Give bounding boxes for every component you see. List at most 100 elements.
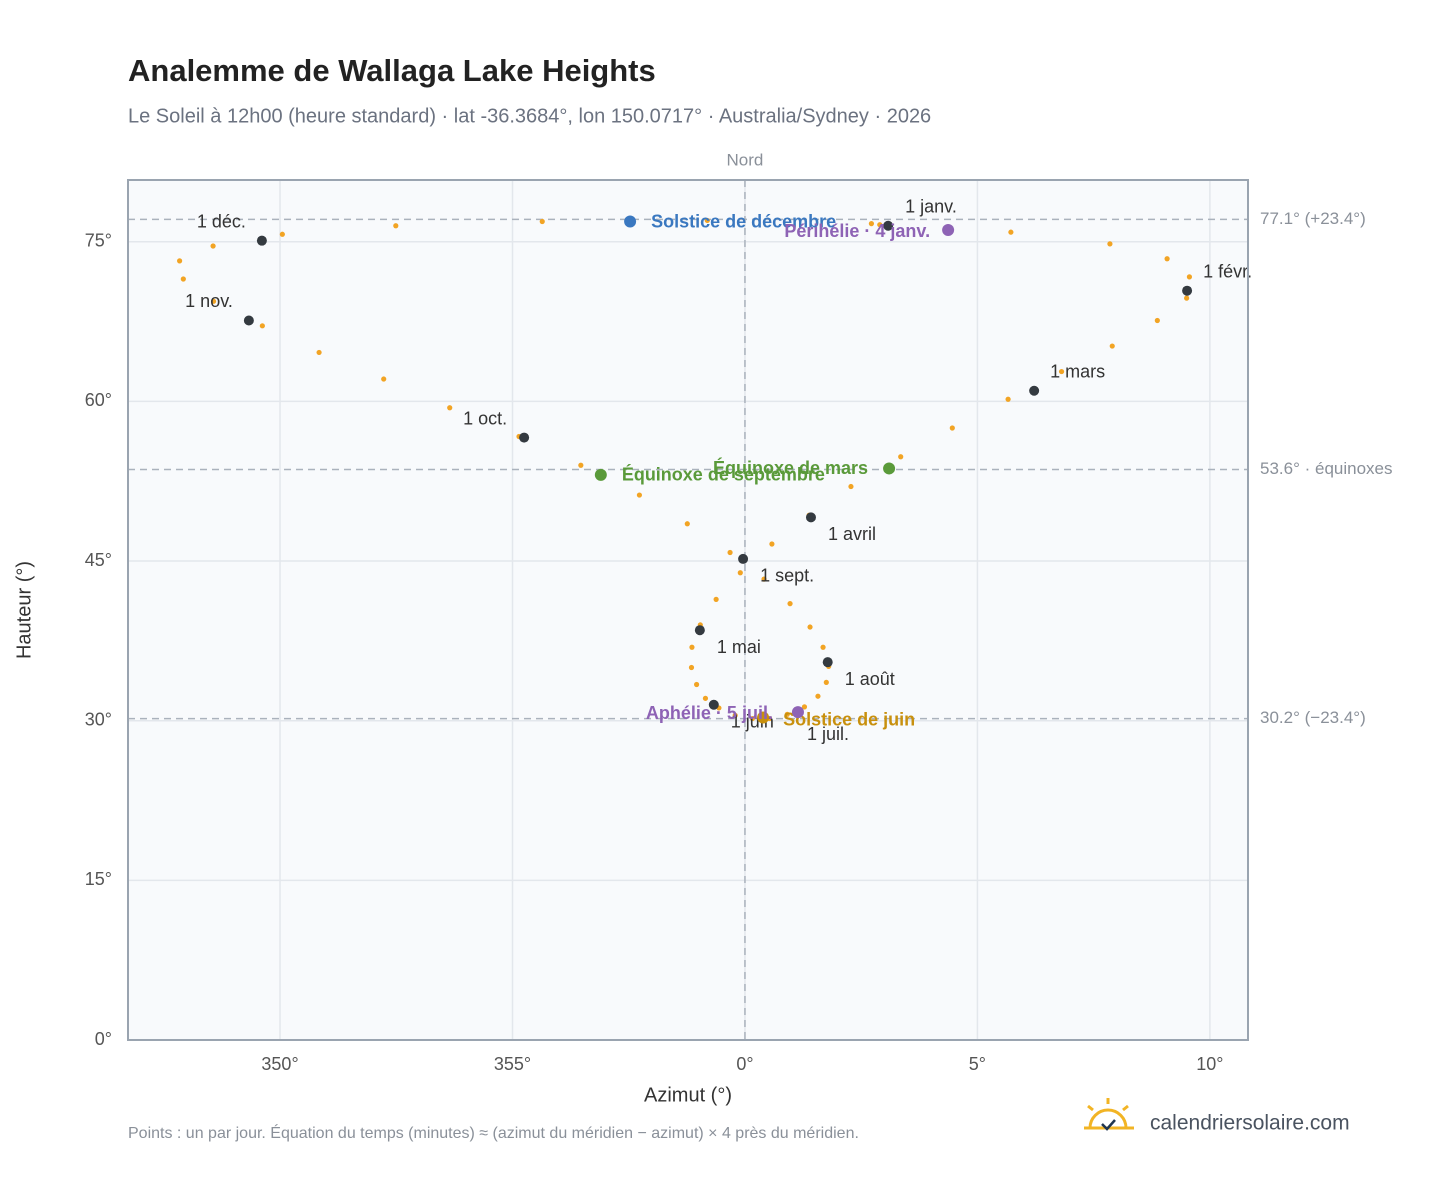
event-marker xyxy=(883,462,896,475)
meridian-label: Nord xyxy=(727,150,764,169)
plot-frame xyxy=(127,179,1249,1041)
daily-point xyxy=(868,221,875,227)
month-marker xyxy=(694,625,705,636)
y-axis-label: Hauteur (°) xyxy=(13,561,35,659)
event-marker xyxy=(757,711,770,724)
month-label: 1 mars xyxy=(1050,361,1105,381)
x-tick-label: 5° xyxy=(969,1054,986,1074)
chart-subtitle: Le Soleil à 12h00 (heure standard) · lat… xyxy=(128,105,931,127)
event-label: Solstice de décembre xyxy=(651,211,836,231)
x-tick-label: 355° xyxy=(494,1054,531,1074)
daily-point xyxy=(684,521,690,527)
daily-point xyxy=(949,425,955,431)
brand-logo xyxy=(1084,1098,1134,1131)
event-label: Périhélie · 4 janv. xyxy=(784,221,930,241)
month-marker xyxy=(519,432,530,443)
daily-point xyxy=(689,644,695,650)
daily-point xyxy=(539,218,545,225)
month-label: 1 déc. xyxy=(197,211,246,231)
daily-point xyxy=(801,704,808,710)
daily-point xyxy=(578,462,584,468)
daily-point xyxy=(713,596,719,602)
daily-point xyxy=(1107,241,1113,247)
daily-point xyxy=(1109,343,1115,349)
daily-point xyxy=(1164,256,1170,262)
x-tick-label: 10° xyxy=(1196,1054,1223,1074)
month-label: 1 juil. xyxy=(807,724,849,744)
event-label: Équinoxe de septembre xyxy=(622,464,825,485)
month-marker xyxy=(738,553,749,564)
daily-point xyxy=(807,624,813,630)
daily-point xyxy=(848,483,854,490)
daily-point xyxy=(820,644,826,650)
reference-label: 30.2° (−23.4°) xyxy=(1260,708,1366,727)
footnote: Points : un par jour. Équation du temps … xyxy=(128,1123,859,1142)
daily-point xyxy=(823,679,829,685)
daily-point xyxy=(898,454,904,460)
daily-point xyxy=(279,231,285,237)
daily-point xyxy=(177,258,183,264)
daily-point xyxy=(784,711,790,717)
event-label: Équinoxe de mars xyxy=(713,457,868,478)
y-tick-label: 45° xyxy=(85,550,112,570)
y-tick-label: 0° xyxy=(95,1029,112,1049)
daily-point xyxy=(769,541,775,547)
event-marker xyxy=(594,468,607,481)
month-marker xyxy=(1029,385,1040,396)
daily-point xyxy=(737,570,743,576)
month-label: 1 févr. xyxy=(1203,261,1252,281)
event-marker xyxy=(624,215,637,228)
daily-point xyxy=(694,681,700,688)
daily-point xyxy=(393,223,399,229)
reference-label: 53.6° · équinoxes xyxy=(1260,459,1393,478)
daily-point xyxy=(815,693,821,699)
month-marker xyxy=(708,699,719,710)
month-marker xyxy=(1182,285,1193,296)
daily-point xyxy=(259,323,265,329)
event-marker xyxy=(791,706,804,719)
month-label: 1 janv. xyxy=(905,197,957,217)
daily-point xyxy=(877,222,883,228)
daily-point xyxy=(180,276,186,282)
x-tick-label: 0° xyxy=(736,1054,753,1074)
daily-point xyxy=(316,349,322,356)
event-label: Aphélie · 5 juil. xyxy=(646,703,773,723)
month-marker xyxy=(883,220,894,231)
month-marker xyxy=(243,315,254,326)
daily-point xyxy=(1005,396,1011,402)
month-label: 1 mai xyxy=(717,637,761,657)
daily-point xyxy=(704,217,710,224)
event-marker xyxy=(942,224,955,237)
brand-name: calendriersolaire.com xyxy=(1150,1112,1350,1135)
daily-point xyxy=(1058,368,1065,375)
daily-point xyxy=(688,664,695,671)
daily-point xyxy=(210,298,217,304)
daily-point xyxy=(727,549,733,556)
month-label: 1 avril xyxy=(828,524,876,544)
month-marker xyxy=(805,512,816,523)
plot-area xyxy=(128,180,1248,1040)
month-marker xyxy=(256,235,267,246)
daily-point xyxy=(1008,229,1014,235)
daily-point xyxy=(732,712,738,718)
month-label: 1 sept. xyxy=(760,566,814,586)
month-label: 1 oct. xyxy=(463,408,507,428)
daily-point xyxy=(702,695,709,701)
daily-point xyxy=(1184,295,1190,301)
event-label: Solstice de juin xyxy=(783,709,915,729)
reference-label: 77.1° (+23.4°) xyxy=(1260,209,1366,228)
daily-point xyxy=(749,715,755,722)
x-axis-label: Azimut (°) xyxy=(644,1084,732,1106)
daily-point xyxy=(636,492,643,498)
y-tick-label: 75° xyxy=(85,230,112,250)
daily-point xyxy=(210,243,216,249)
month-label: 1 nov. xyxy=(185,291,233,311)
daily-point xyxy=(1154,317,1160,324)
y-tick-label: 60° xyxy=(85,390,112,410)
daily-point xyxy=(381,376,387,382)
y-tick-label: 15° xyxy=(85,869,112,889)
chart-title: Analemme de Wallaga Lake Heights xyxy=(128,53,656,88)
